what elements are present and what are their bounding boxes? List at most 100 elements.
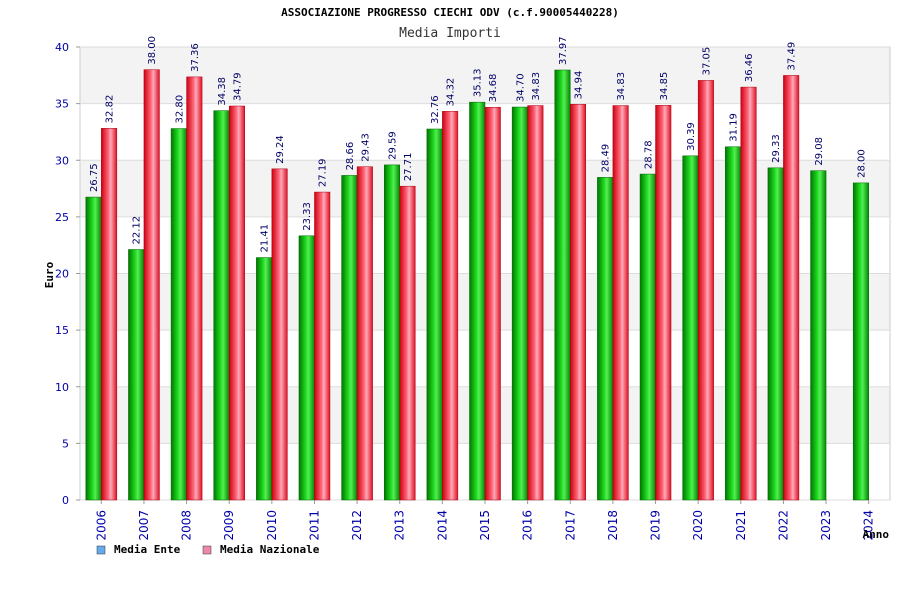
- x-tick-label: 2019: [649, 510, 663, 541]
- bar-label-media-nazionale: 34.68: [488, 74, 499, 103]
- bar-label-media-ente: 37.97: [558, 36, 569, 65]
- bar-media-nazionale: [783, 75, 800, 501]
- bar-media-ente: [341, 175, 358, 501]
- bar-media-nazionale: [186, 76, 203, 501]
- bar-media-nazionale: [655, 105, 672, 501]
- bar-media-nazionale: [314, 191, 331, 501]
- chart-title: ASSOCIAZIONE PROGRESSO CIECHI ODV (c.f.9…: [281, 6, 619, 19]
- bar-media-nazionale: [484, 106, 501, 501]
- bar-media-nazionale: [570, 104, 587, 501]
- bar-media-ente: [597, 177, 614, 501]
- bar-label-media-ente: 28.78: [643, 140, 654, 169]
- bar-label-media-ente: 34.70: [515, 73, 526, 102]
- bar-media-nazionale: [612, 105, 629, 501]
- bar-media-nazionale: [271, 168, 288, 501]
- bar-media-ente: [810, 170, 827, 501]
- bar-label-media-nazionale: 27.71: [403, 153, 414, 182]
- bar-label-media-ente: 31.19: [729, 113, 740, 142]
- bar-label-media-nazionale: 29.24: [275, 135, 286, 164]
- bar-label-media-ente: 29.59: [387, 131, 398, 160]
- x-tick-label: 2015: [478, 510, 492, 541]
- bar-label-media-nazionale: 34.32: [446, 78, 457, 107]
- x-tick-label: 2011: [307, 510, 321, 541]
- y-tick-label: 30: [55, 154, 69, 167]
- y-tick-label: 5: [62, 437, 69, 450]
- legend: Media Ente Media Nazionale: [96, 543, 320, 556]
- bar-label-media-ente: 35.13: [473, 69, 484, 98]
- bar-media-nazionale: [740, 86, 757, 501]
- bar-media-ente: [85, 196, 102, 501]
- x-tick-label: 2014: [435, 510, 449, 541]
- bar-label-media-nazionale: 27.19: [318, 158, 329, 187]
- y-tick-label: 15: [55, 324, 69, 337]
- x-tick-label: 2023: [819, 510, 833, 541]
- bar-label-media-ente: 28.00: [856, 149, 867, 178]
- bar-label-media-nazionale: 37.49: [787, 42, 798, 71]
- y-tick-label: 25: [55, 211, 69, 224]
- bar-media-ente: [511, 106, 528, 501]
- bar-media-ente: [128, 249, 145, 501]
- x-tick-label: 2016: [521, 510, 535, 541]
- x-tick-label: 2013: [393, 510, 407, 541]
- bar-media-ente: [426, 128, 443, 501]
- bar-media-ente: [682, 155, 699, 501]
- bar-label-media-nazionale: 34.94: [574, 71, 585, 100]
- bar-media-ente: [767, 167, 784, 501]
- bar-label-media-nazionale: 29.43: [360, 133, 371, 162]
- bar-label-media-ente: 29.33: [771, 134, 782, 163]
- bar-media-ente: [383, 164, 400, 501]
- x-tick-label: 2024: [862, 510, 876, 541]
- bar-label-media-ente: 32.76: [430, 95, 441, 124]
- bars: [85, 69, 869, 501]
- x-axis-ticks: 2006 2007 2008 2009 2010 2011 2012 2013 2014 2015…: [94, 500, 876, 541]
- bar-label-media-ente: 22.12: [132, 216, 143, 245]
- y-axis-ticks: 0 5 10 15 20 25 30 35 40: [55, 41, 80, 507]
- bar-media-nazionale: [399, 185, 416, 501]
- bar-media-ente: [639, 173, 656, 501]
- bar-media-ente: [213, 110, 230, 501]
- bar-media-nazionale: [356, 166, 373, 501]
- bar-label-media-ente: 29.08: [814, 137, 825, 166]
- bar-media-ente: [554, 69, 571, 501]
- bar-label-media-nazionale: 37.05: [701, 47, 712, 76]
- bar-label-media-nazionale: 36.46: [744, 53, 755, 82]
- x-tick-label: 2007: [137, 510, 151, 541]
- y-tick-label: 20: [55, 268, 69, 281]
- bar-label-media-ente: 23.33: [302, 202, 313, 231]
- bar-label-media-nazionale: 34.85: [659, 72, 670, 101]
- y-tick-label: 0: [62, 494, 69, 507]
- bar-label-media-nazionale: 32.82: [105, 95, 116, 124]
- bar-media-nazionale: [697, 80, 714, 501]
- chart-subtitle: Media Importi: [399, 26, 501, 41]
- bar-label-media-ente: 28.49: [601, 144, 612, 173]
- x-tick-label: 2022: [776, 510, 790, 541]
- bar-media-nazionale: [527, 105, 544, 501]
- bar-media-nazionale: [101, 128, 118, 501]
- x-tick-label: 2020: [691, 510, 705, 541]
- x-tick-label: 2017: [563, 510, 577, 541]
- bar-label-media-nazionale: 38.00: [147, 36, 158, 65]
- x-tick-label: 2009: [222, 510, 236, 541]
- bar-label-media-nazionale: 37.36: [190, 43, 201, 72]
- bar-label-media-ente: 34.38: [217, 77, 228, 106]
- x-tick-label: 2006: [94, 510, 108, 541]
- legend-swatch-media-nazionale: [202, 545, 212, 555]
- bar-label-media-nazionale: 34.83: [531, 72, 542, 101]
- bar-label-media-ente: 30.39: [686, 122, 697, 151]
- legend-label-media-nazionale: Media Nazionale: [220, 543, 320, 556]
- bar-label-media-nazionale: 34.79: [232, 72, 243, 101]
- y-tick-label: 35: [55, 98, 69, 111]
- bar-media-ente: [170, 128, 187, 501]
- x-tick-label: 2021: [734, 510, 748, 541]
- bar-label-media-ente: 26.75: [89, 163, 100, 192]
- bar-media-nazionale: [442, 111, 459, 501]
- bar-media-ente: [469, 101, 486, 501]
- bar-label-media-ente: 21.41: [260, 224, 271, 253]
- bar-media-ente: [852, 182, 869, 501]
- x-tick-label: 2018: [606, 510, 620, 541]
- bar-media-nazionale: [228, 105, 245, 501]
- bar-media-nazionale: [143, 69, 160, 501]
- bar-label-media-ente: 28.66: [345, 142, 356, 171]
- bar-label-media-ente: 32.80: [174, 95, 185, 124]
